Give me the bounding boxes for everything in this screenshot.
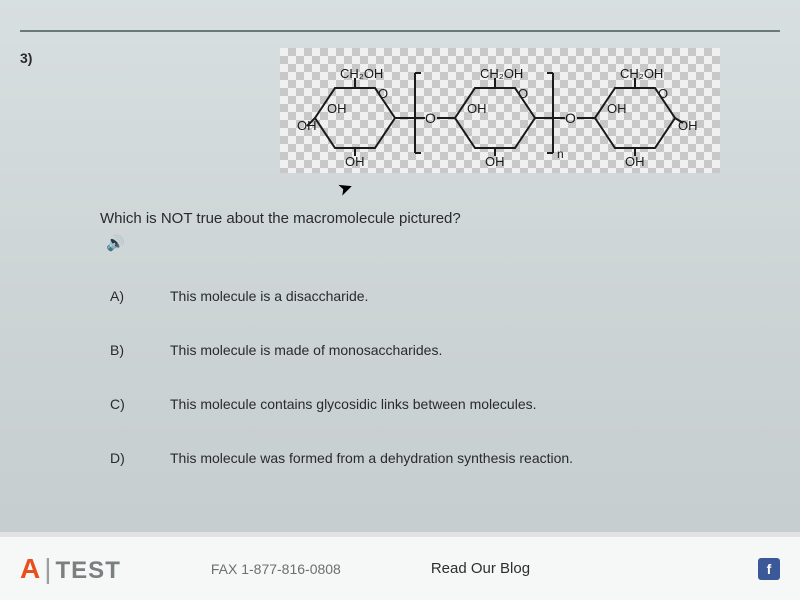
svg-text:CH₂OH: CH₂OH (620, 66, 663, 81)
footer: A | TEST FAX 1-877-816-0808 Read Our Blo… (0, 532, 800, 600)
svg-text:O: O (378, 86, 388, 101)
facebook-icon[interactable]: f (758, 558, 780, 580)
brand-separator: | (44, 553, 52, 585)
option-label: A) (110, 288, 170, 304)
svg-text:CH₂OH: CH₂OH (480, 66, 523, 81)
svg-text:OH: OH (625, 154, 645, 168)
svg-text:OH: OH (485, 154, 505, 168)
brand-prefix: A (20, 553, 41, 585)
svg-text:CH₂OH: CH₂OH (340, 66, 383, 81)
svg-text:O: O (658, 86, 668, 101)
question-number: 3) (20, 50, 32, 66)
fax-number: FAX 1-877-816-0808 (211, 561, 341, 577)
answer-options: A) This molecule is a disaccharide. B) T… (110, 288, 740, 504)
option-label: B) (110, 342, 170, 358)
svg-text:O: O (518, 86, 528, 101)
option-text: This molecule was formed from a dehydrat… (170, 450, 573, 466)
svg-text:OH: OH (678, 118, 698, 133)
audio-icon[interactable]: 🔊 (106, 234, 125, 252)
option-c[interactable]: C) This molecule contains glycosidic lin… (110, 396, 740, 412)
svg-text:OH: OH (345, 154, 365, 168)
molecule-diagram: CH₂OH O OH OH OH O CH₂OH O (280, 48, 720, 173)
svg-text:OH: OH (467, 101, 487, 116)
option-d[interactable]: D) This molecule was formed from a dehyd… (110, 450, 740, 466)
cursor-icon: ➤ (335, 176, 356, 201)
option-label: D) (110, 450, 170, 466)
blog-link[interactable]: Read Our Blog (431, 560, 530, 577)
polysaccharide-svg: CH₂OH O OH OH OH O CH₂OH O (285, 53, 715, 168)
option-b[interactable]: B) This molecule is made of monosacchari… (110, 342, 740, 358)
question-prompt: Which is NOT true about the macromolecul… (100, 210, 461, 227)
svg-text:OH: OH (327, 101, 347, 116)
top-divider (20, 30, 780, 32)
svg-text:O: O (425, 110, 436, 126)
option-label: C) (110, 396, 170, 412)
svg-text:OH: OH (607, 101, 627, 116)
option-text: This molecule is made of monosaccharides… (170, 342, 442, 358)
option-text: This molecule is a disaccharide. (170, 288, 368, 304)
brand-logo: A | TEST (20, 553, 121, 585)
svg-text:O: O (565, 110, 576, 126)
option-text: This molecule contains glycosidic links … (170, 396, 537, 412)
option-a[interactable]: A) This molecule is a disaccharide. (110, 288, 740, 304)
svg-text:n: n (557, 147, 564, 161)
social-icons: f (758, 558, 780, 580)
brand-suffix: TEST (56, 557, 121, 585)
